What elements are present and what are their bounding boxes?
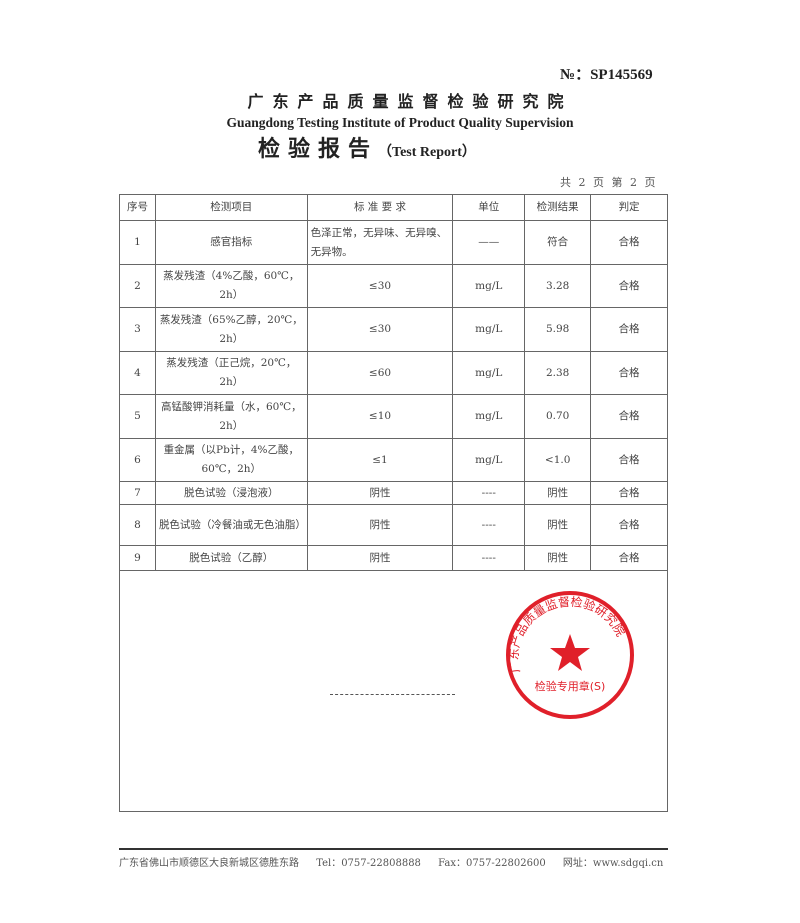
cell-verdict: 合格 [590,351,668,395]
column-header: 标 准 要 求 [306,194,454,221]
footer-website: 网址：www.sdgqi.cn [562,858,664,869]
report-title-cn: 检验报告 [258,136,379,162]
star-icon [550,634,590,671]
cell-unit: mg/L [452,394,526,439]
cell-standard: ≤60 [306,351,454,395]
cell-unit: ---- [452,504,526,546]
cell-standard: ≤1 [306,438,454,482]
cell-result: 3.28 [524,264,592,308]
cell-result: 阴性 [524,481,592,505]
report-number: №：SP145569 [560,67,653,83]
cell-item: 脱色试验（冷餐油或无色油脂） [154,504,308,546]
footer-tel: Tel：0757-22808888 [316,858,421,869]
table-header: 序号 检测项目标 准 要 求单位 检测结果 判定 [119,194,668,221]
table-row: 3 蒸发残渣（65%乙醇，20℃，2h） ≤30 mg/L 5.98 合格 [119,307,668,352]
cell-result: 阴性 [524,545,592,571]
report-title-en: （Test Report） [378,145,476,160]
institute-name-en: Guangdong Testing Institute of Product Q… [226,115,574,130]
cell-unit: ---- [452,481,526,505]
cell-item: 蒸发残渣（正己烷，20℃，2h） [154,351,308,395]
cell-unit: mg/L [452,264,526,308]
stamp-bottom-text: 检验专用章(S) [535,679,606,693]
cell-item: 蒸发残渣（65%乙醇，20℃，2h） [154,307,308,352]
page-count: 共 2 页 第 2 页 [560,176,658,189]
cell-result: 5.98 [524,307,592,352]
cell-verdict: 合格 [590,394,668,439]
table-row: 2 蒸发残渣（4%乙酸，60℃，2h） ≤30 mg/L 3.28 合格 [119,264,668,308]
cell-verdict: 合格 [590,438,668,482]
end-divider [330,694,455,695]
cell-unit: mg/L [452,307,526,352]
cell-no: 8 [119,504,156,546]
official-seal-stamp: 广东产品质量监督检验研究院 检验专用章(S) [506,591,634,719]
cell-standard: 阴性 [306,545,454,571]
results-table: 序号 检测项目标 准 要 求单位 检测结果 判定 1 感官指标 色泽正常，无异味、无异嗅、… [119,194,668,571]
cell-result: 符合 [524,220,592,265]
table-row: 6 重金属（以Pb计，4%乙酸，60℃，2h） ≤1 mg/L <1.0 合格 [119,438,668,482]
cell-verdict: 合格 [590,264,668,308]
column-header: 判定 [590,194,668,221]
cell-unit: mg/L [452,438,526,482]
cell-standard: ≤30 [306,264,454,308]
footer-fax: Fax：0757-22802600 [438,858,546,869]
cell-unit: —— [452,220,526,265]
column-header: 检测项目 [154,194,308,221]
cell-standard: ≤10 [306,394,454,439]
cell-verdict: 合格 [590,307,668,352]
table-row: 4 蒸发残渣（正己烷，20℃，2h） ≤60 mg/L 2.38 合格 [119,351,668,395]
cell-standard: 阴性 [306,481,454,505]
cell-item: 蒸发残渣（4%乙酸，60℃，2h） [154,264,308,308]
cell-item: 重金属（以Pb计，4%乙酸，60℃，2h） [154,438,308,482]
report-title: 检验报告（Test Report） [258,136,476,166]
cell-no: 3 [119,307,156,352]
cell-result: <1.0 [524,438,592,482]
table-row: 8 脱色试验（冷餐油或无色油脂） 阴性 ---- 阴性 合格 [119,504,668,546]
cell-verdict: 合格 [590,504,668,546]
cell-verdict: 合格 [590,481,668,505]
cell-unit: ---- [452,545,526,571]
cell-result: 2.38 [524,351,592,395]
column-header: 序号 [119,194,156,221]
cell-standard: 色泽正常，无异味、无异嗅、无异物。 [306,220,454,265]
column-header: 检测结果 [524,194,592,221]
footer: 广东省佛山市顺德区大良新城区德胜东路 Tel：0757-22808888 Fax… [119,857,679,870]
table-row: 5 高锰酸钾消耗量（水，60℃，2h） ≤10 mg/L 0.70 合格 [119,394,668,439]
table-row: 7 脱色试验（浸泡液） 阴性 ---- 阴性 合格 [119,481,668,505]
cell-result: 0.70 [524,394,592,439]
cell-no: 5 [119,394,156,439]
cell-no: 2 [119,264,156,308]
footer-divider [119,848,668,850]
cell-no: 1 [119,220,156,265]
cell-no: 9 [119,545,156,571]
cell-item: 高锰酸钾消耗量（水，60℃，2h） [154,394,308,439]
table-row: 9 脱色试验（乙醇） 阴性 ---- 阴性 合格 [119,545,668,571]
institute-name-cn: 广东产品质量监督检验研究院 [247,92,573,111]
cell-item: 脱色试验（乙醇） [154,545,308,571]
cell-standard: 阴性 [306,504,454,546]
cell-item: 感官指标 [154,220,308,265]
cell-verdict: 合格 [590,220,668,265]
cell-verdict: 合格 [590,545,668,571]
footer-address: 广东省佛山市顺德区大良新城区德胜东路 [119,858,299,869]
cell-no: 4 [119,351,156,395]
table-row: 1 感官指标 色泽正常，无异味、无异嗅、无异物。 —— 符合 合格 [119,220,668,265]
cell-unit: mg/L [452,351,526,395]
cell-standard: ≤30 [306,307,454,352]
cell-item: 脱色试验（浸泡液） [154,481,308,505]
column-header: 单位 [452,194,526,221]
cell-result: 阴性 [524,504,592,546]
cell-no: 7 [119,481,156,505]
cell-no: 6 [119,438,156,482]
